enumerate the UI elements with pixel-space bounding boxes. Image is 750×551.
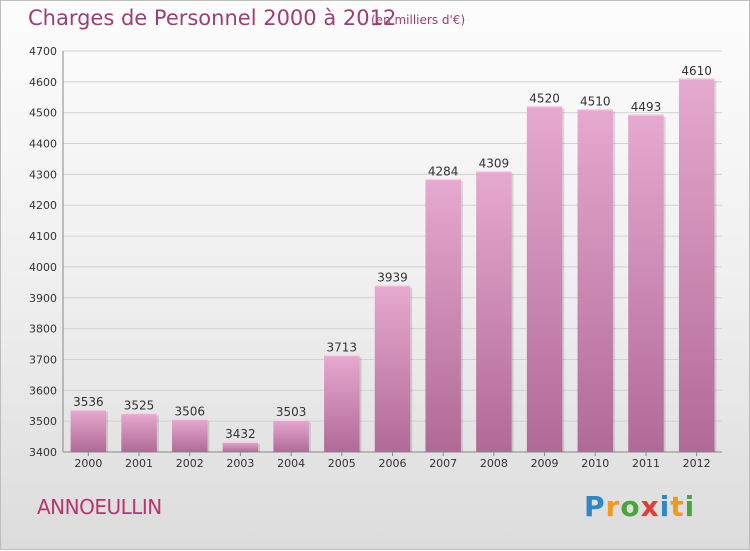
- y-tick-label: 4300: [29, 168, 57, 181]
- x-tick-label: 2003: [226, 457, 254, 470]
- data-label: 4510: [580, 95, 611, 109]
- y-tick-label: 3900: [29, 292, 57, 305]
- bar: [628, 114, 664, 453]
- chart-subtitle: (en milliers d'€): [371, 13, 466, 27]
- data-label: 4309: [479, 157, 510, 171]
- x-tick-label: 2012: [683, 457, 711, 470]
- bar: [121, 413, 157, 452]
- x-tick-label: 2004: [277, 457, 305, 470]
- x-tick-label: 2001: [125, 457, 153, 470]
- bar: [273, 420, 309, 452]
- data-label: 4284: [428, 164, 459, 178]
- bar: [678, 78, 715, 452]
- bar: [222, 442, 259, 452]
- y-tick-label: 3500: [29, 415, 57, 428]
- data-label: 3432: [225, 427, 256, 441]
- proxiti-logo[interactable]: Proxiti: [584, 489, 694, 523]
- data-label: 3506: [174, 404, 205, 418]
- bar: [374, 285, 411, 452]
- city-name: ANNOEULLIN: [37, 495, 162, 519]
- y-tick-label: 4000: [29, 261, 57, 274]
- axes: 3400 3500 3600 3700 3800 3900 4000 4100 4200 4300…: [29, 45, 722, 470]
- x-tick-label: 2008: [480, 457, 508, 470]
- data-label: 3525: [124, 398, 155, 412]
- data-label: 4610: [681, 64, 712, 78]
- y-tick-label: 3400: [29, 446, 57, 459]
- y-tick-label: 4100: [29, 230, 57, 243]
- bar: [577, 109, 614, 452]
- svg-text:Proxiti: Proxiti: [584, 490, 694, 523]
- chart-title: Charges de Personnel 2000 à 2012: [28, 6, 397, 30]
- data-label: 4493: [631, 100, 662, 114]
- x-tick-label: 2000: [74, 457, 102, 470]
- data-labels: 3536 3525 3506 3432 3503 3713 3939 4284 4309 4520…: [73, 64, 712, 441]
- x-tick-label: 2002: [176, 457, 204, 470]
- y-tick-label: 4600: [29, 76, 57, 89]
- bar: [70, 410, 107, 452]
- bar: [324, 355, 360, 452]
- bar: [476, 171, 512, 452]
- y-tick-label: 3800: [29, 323, 57, 336]
- bar: [171, 419, 208, 452]
- x-tick-label: 2011: [632, 457, 660, 470]
- x-tick-label: 2007: [429, 457, 457, 470]
- y-tick-label: 4400: [29, 138, 57, 151]
- y-tick-label: 3700: [29, 353, 57, 366]
- x-tick-label: 2005: [328, 457, 356, 470]
- x-tick-label: 2009: [531, 457, 559, 470]
- x-tick-label: 2010: [581, 457, 609, 470]
- y-tick-label: 4200: [29, 199, 57, 212]
- y-tick-label: 4700: [29, 45, 57, 58]
- data-label: 3503: [276, 405, 307, 419]
- bar: [526, 106, 563, 453]
- data-label: 3713: [327, 340, 358, 354]
- data-label: 4520: [529, 92, 560, 106]
- data-label: 3536: [73, 395, 104, 409]
- y-tick-label: 4500: [29, 107, 57, 120]
- proxiti-logo-image: Proxiti: [584, 490, 694, 523]
- x-tick-label: 2006: [379, 457, 407, 470]
- bar: [425, 179, 461, 452]
- y-tick-label: 3600: [29, 384, 57, 397]
- bars: [70, 78, 717, 453]
- data-label: 3939: [377, 271, 408, 285]
